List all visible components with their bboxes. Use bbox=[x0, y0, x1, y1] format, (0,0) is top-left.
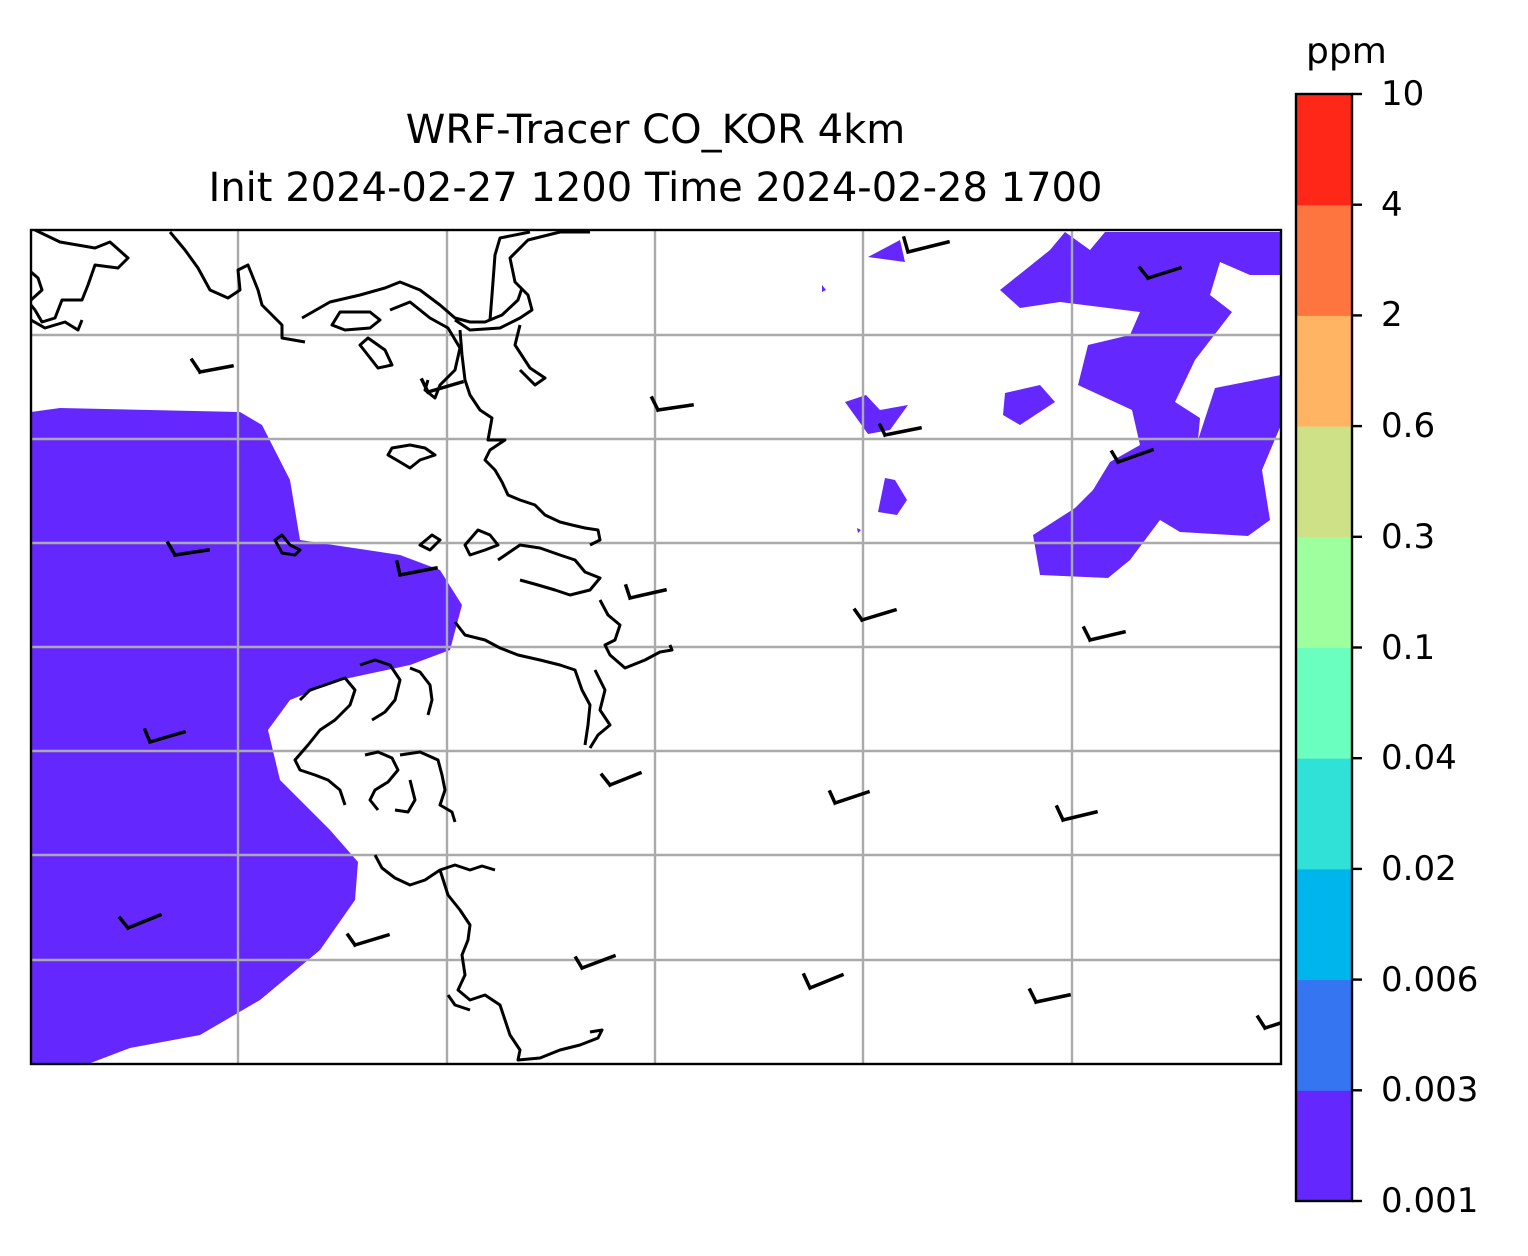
chart-title-line2: Init 2024-02-27 1200 Time 2024-02-28 170… bbox=[208, 165, 1103, 211]
coastline-island-b bbox=[358, 336, 394, 370]
fill-region-dot1 bbox=[822, 285, 826, 292]
coastline-main-1 bbox=[454, 230, 590, 332]
coastline-peninsula-1 bbox=[168, 231, 306, 344]
colorbar-tick-label: 10 bbox=[1381, 74, 1425, 114]
colorbar-band bbox=[1296, 1090, 1352, 1202]
concentration-fill bbox=[31, 232, 1281, 1064]
wind-barb bbox=[599, 770, 643, 788]
gridlines bbox=[31, 230, 1281, 1064]
coastline-south-1 bbox=[373, 854, 496, 887]
colorbar-tick-label: 0.003 bbox=[1381, 1070, 1479, 1111]
coastline-island-f bbox=[463, 528, 500, 557]
colorbar-band bbox=[1296, 204, 1352, 316]
fill-region-east-patch3 bbox=[878, 478, 907, 515]
colorbar-tick-label: 0.006 bbox=[1381, 959, 1479, 1000]
chart-title-line1: WRF-Tracer CO_KOR 4km bbox=[405, 107, 906, 153]
colorbar-tick-label: 0.6 bbox=[1381, 406, 1436, 447]
fill-region-east-patch1 bbox=[845, 395, 908, 434]
wind-barb bbox=[1137, 265, 1183, 281]
colorbar-band bbox=[1296, 94, 1352, 206]
coastline-west-4 bbox=[364, 750, 400, 811]
wind-barb bbox=[623, 583, 668, 601]
wind-barb bbox=[165, 540, 210, 558]
colorbar-tick-label: 0.001 bbox=[1381, 1181, 1479, 1221]
wind-barbs bbox=[117, 235, 1281, 1031]
coastline-peninsula-2 bbox=[301, 280, 524, 324]
coastline-north-3 bbox=[31, 318, 84, 332]
colorbar-tick-label: 0.1 bbox=[1381, 627, 1436, 668]
map-frame bbox=[29, 228, 1283, 1066]
coastlines bbox=[31, 230, 674, 1062]
coastline-west-5 bbox=[399, 750, 457, 823]
wind-barb bbox=[901, 235, 951, 255]
wind-barb bbox=[877, 422, 923, 438]
colorbar-unit-label: ppm bbox=[1306, 31, 1387, 72]
wind-barb bbox=[852, 607, 898, 623]
colorbar-band bbox=[1296, 536, 1352, 648]
colorbar-band bbox=[1296, 979, 1352, 1091]
fill-region-dot2 bbox=[857, 528, 861, 533]
coastline-mid-4 bbox=[588, 669, 612, 749]
coastline-west-1 bbox=[293, 676, 357, 806]
wind-barb bbox=[142, 727, 187, 745]
coastline-mid-2 bbox=[453, 621, 592, 746]
coastline-south-3 bbox=[446, 994, 471, 1012]
wind-barb bbox=[117, 912, 163, 931]
fill-region-west bbox=[31, 408, 462, 1064]
colorbar-band bbox=[1296, 647, 1352, 759]
coastline-north bbox=[31, 230, 130, 324]
colorbar-tick-label: 0.04 bbox=[1381, 738, 1457, 779]
coastline-mid-3 bbox=[598, 599, 674, 670]
wind-barb bbox=[189, 357, 235, 375]
wind-barb bbox=[1081, 625, 1127, 643]
colorbar-band bbox=[1296, 426, 1352, 538]
wind-barb bbox=[1255, 1014, 1281, 1031]
wind-barb bbox=[394, 559, 439, 578]
wind-barb bbox=[419, 377, 465, 395]
colorbar-tick-label: 4 bbox=[1381, 184, 1403, 225]
coastline-west-2 bbox=[359, 658, 402, 722]
colorbar-band bbox=[1296, 868, 1352, 981]
coastline-main-4 bbox=[458, 329, 602, 547]
wind-barb bbox=[573, 953, 617, 971]
wind-barb bbox=[827, 789, 871, 806]
coastline-bay-1 bbox=[389, 300, 462, 400]
coastline-north-2 bbox=[31, 270, 44, 302]
colorbar-tick-label: 2 bbox=[1381, 295, 1403, 336]
fill-region-northeast bbox=[1000, 232, 1281, 578]
wind-barb bbox=[1054, 804, 1099, 823]
coastline-island-c bbox=[386, 443, 437, 470]
colorbar-tick-label: 0.3 bbox=[1381, 516, 1436, 557]
coastline-island-d bbox=[273, 533, 302, 557]
colorbar-tick-label: 0.02 bbox=[1381, 848, 1457, 889]
wind-barb bbox=[801, 972, 845, 991]
coastline-west-3 bbox=[409, 666, 434, 716]
colorbar-band bbox=[1296, 315, 1352, 427]
coastline-main-2 bbox=[488, 230, 531, 321]
fill-region-east-patch2 bbox=[1003, 385, 1055, 425]
wind-barb bbox=[1109, 447, 1155, 465]
fill-region-ne-small bbox=[868, 240, 905, 262]
coastline-island-e bbox=[418, 533, 442, 552]
wind-barb bbox=[1027, 987, 1072, 1005]
coastline-south-2 bbox=[438, 869, 604, 1062]
coastline-island-a bbox=[330, 310, 382, 332]
coastline-main-3 bbox=[513, 324, 547, 387]
wind-barb bbox=[649, 395, 694, 413]
coastline-mid-1 bbox=[497, 543, 602, 597]
coastline-west-6 bbox=[394, 779, 417, 814]
wind-barb bbox=[345, 932, 391, 948]
colorbar-band bbox=[1296, 758, 1352, 870]
